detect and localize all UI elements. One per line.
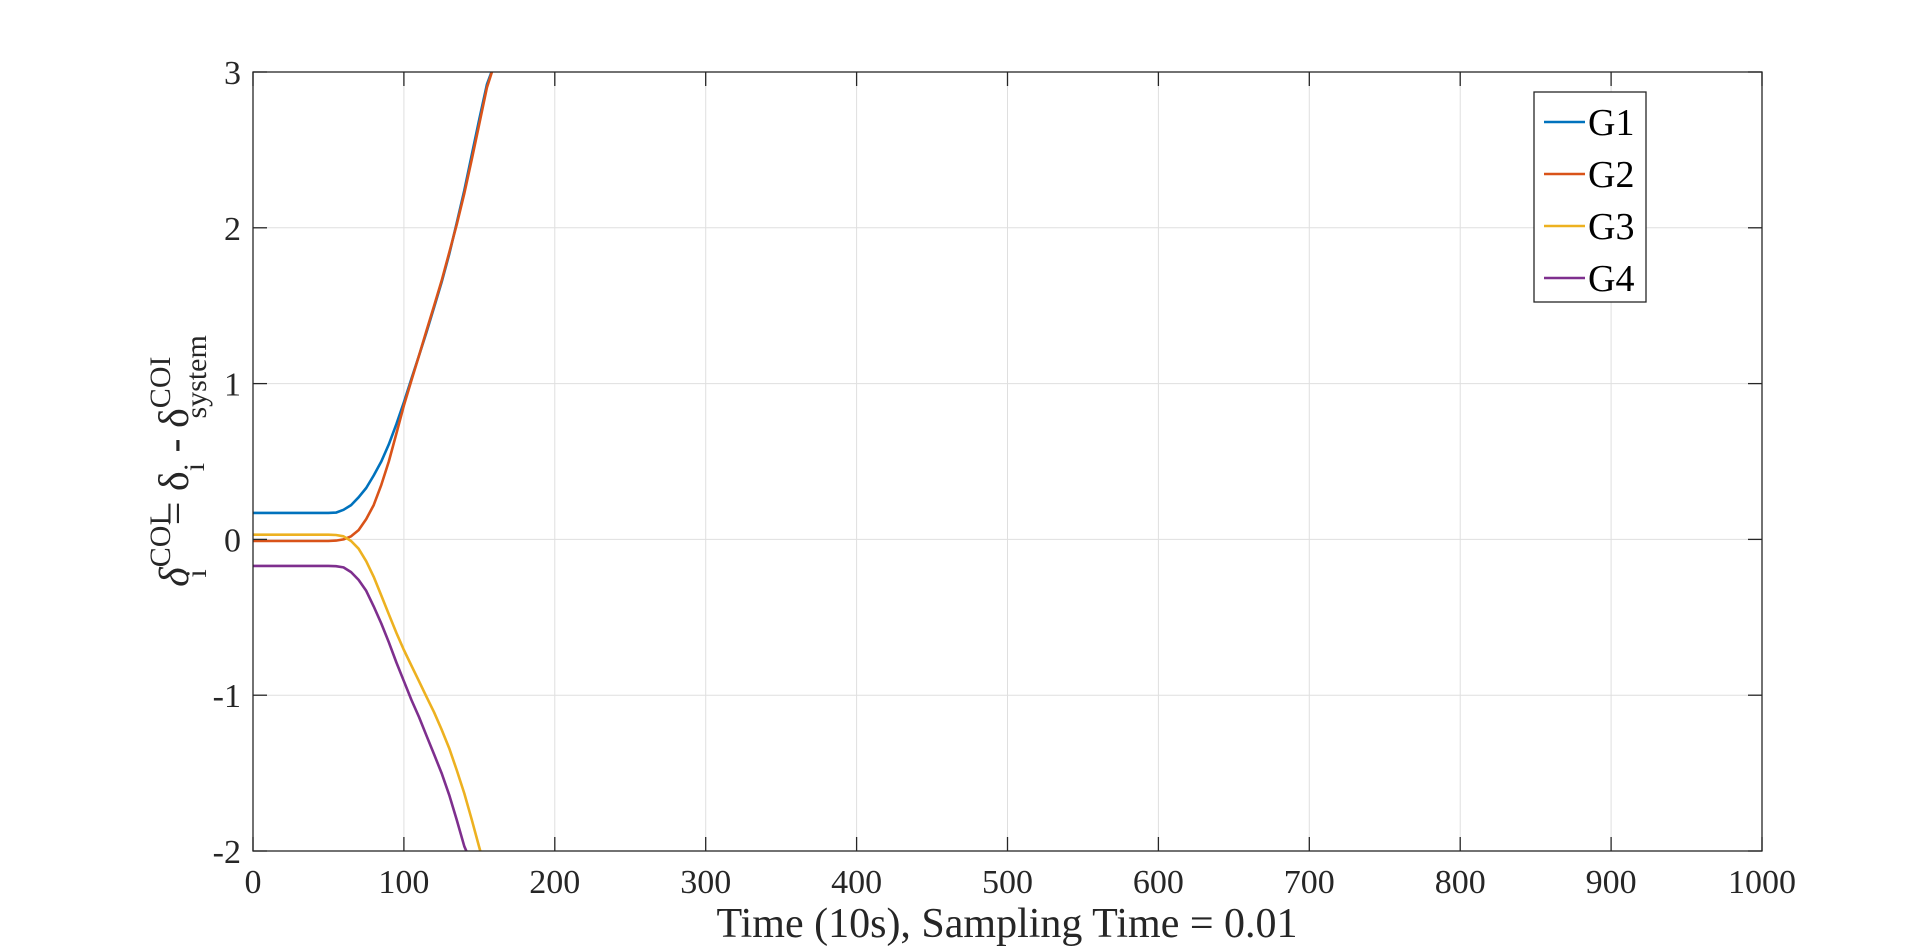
legend-box — [1533, 91, 1647, 303]
y-tick-label: 0 — [224, 522, 241, 559]
y-tick-label: -2 — [213, 834, 241, 871]
y-title-sub3: system — [180, 335, 213, 418]
y-title-sup2: COI — [144, 357, 177, 409]
y-title-sub2: i — [178, 463, 211, 471]
x-tick-label: 700 — [1284, 864, 1335, 901]
series-line-g3 — [253, 533, 482, 851]
x-tick-label: 500 — [982, 864, 1033, 901]
x-tick-label: 200 — [529, 864, 580, 901]
y-tick-label: 2 — [224, 211, 241, 248]
y-tick-label: 1 — [224, 367, 241, 404]
x-tick-labels: 0 100 200 300 400 500 600 700 800 900 1000 — [245, 864, 1797, 901]
y-title-sub1: i — [180, 569, 213, 577]
series-lines — [253, 72, 494, 851]
x-tick-label: 900 — [1586, 864, 1637, 901]
legend: G1 G2 G3 G4 — [1533, 91, 1647, 303]
x-tick-label: 100 — [378, 864, 429, 901]
y-title-delta: δ — [152, 566, 198, 587]
y-title-eq: = δ — [152, 471, 198, 525]
legend-label-g4: G4 — [1588, 258, 1634, 300]
series-line-g4 — [253, 564, 468, 851]
legend-label-g1: G1 — [1588, 102, 1634, 144]
y-tick-label: -1 — [213, 678, 241, 715]
x-tick-label: 1000 — [1728, 864, 1796, 901]
y-title-minus: - δ — [152, 408, 198, 463]
y-title-sup1: COI — [144, 516, 177, 568]
legend-label-g2: G2 — [1588, 154, 1634, 196]
series-line-g2 — [253, 72, 494, 543]
x-tick-label: 600 — [1133, 864, 1184, 901]
y-axis-title: δCOIi= δi - δCOI system — [144, 335, 213, 587]
y-tick-label: 3 — [224, 55, 241, 92]
x-tick-label: 0 — [245, 864, 262, 901]
x-tick-label: 800 — [1435, 864, 1486, 901]
x-tick-label: 300 — [680, 864, 731, 901]
tick-marks — [252, 71, 1763, 852]
x-tick-label: 400 — [831, 864, 882, 901]
x-axis-title: Time (10s), Sampling Time = 0.01 — [716, 901, 1297, 947]
legend-label-g3: G3 — [1588, 206, 1634, 248]
y-tick-labels: -2 -1 0 1 2 3 — [213, 55, 241, 871]
